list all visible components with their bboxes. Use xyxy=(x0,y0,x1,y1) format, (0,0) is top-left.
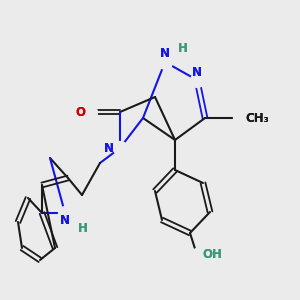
Text: CH₃: CH₃ xyxy=(245,112,269,124)
Text: H: H xyxy=(178,41,188,55)
Text: O: O xyxy=(75,106,85,118)
Text: N: N xyxy=(192,67,202,80)
Text: N: N xyxy=(104,142,114,154)
Text: N: N xyxy=(60,214,70,227)
Text: H: H xyxy=(78,223,88,236)
Text: N: N xyxy=(192,67,202,80)
Text: OH: OH xyxy=(202,248,222,262)
Text: OH: OH xyxy=(202,248,222,262)
Text: N: N xyxy=(60,214,70,227)
Text: N: N xyxy=(160,47,170,61)
Text: N: N xyxy=(104,142,114,154)
Text: O: O xyxy=(75,106,85,118)
Text: H: H xyxy=(178,41,188,55)
Text: N: N xyxy=(160,47,170,61)
Text: CH₃: CH₃ xyxy=(245,112,269,124)
Text: H: H xyxy=(78,223,88,236)
